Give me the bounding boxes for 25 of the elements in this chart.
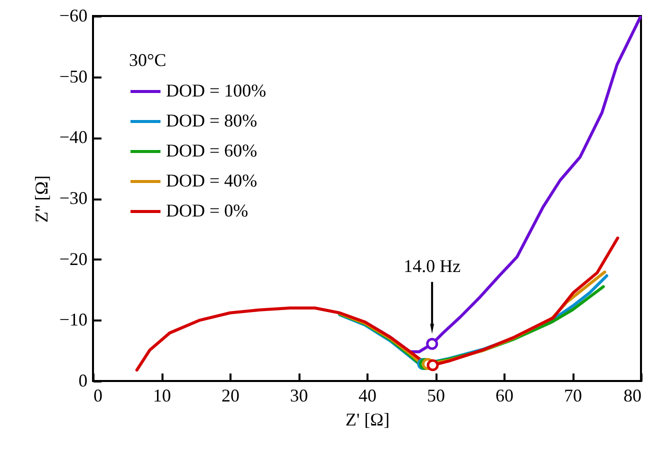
legend-label: DOD = 0% xyxy=(166,200,248,220)
annotation: 14.0 Hz xyxy=(404,256,461,276)
legend-label: DOD = 100% xyxy=(166,80,266,100)
y-tick-label: −60 xyxy=(59,6,88,26)
x-tick-label: 30 xyxy=(290,386,308,406)
legend-label: DOD = 60% xyxy=(166,140,258,160)
legend-title: 30°C xyxy=(129,50,166,70)
x-tick-label: 20 xyxy=(222,386,240,406)
y-tick-label: −10 xyxy=(59,310,88,330)
x-tick-label: 50 xyxy=(427,386,445,406)
y-tick-label: −50 xyxy=(59,66,88,86)
y-tick-label: −20 xyxy=(59,248,88,269)
x-tick-label: 40 xyxy=(358,386,376,406)
legend-label: DOD = 40% xyxy=(166,170,258,190)
y-tick-label: 0 xyxy=(78,370,88,390)
x-tick-label: 0 xyxy=(94,386,102,406)
y-axis-title: Z'' [Ω] xyxy=(31,175,52,223)
x-axis-title: Z' [Ω] xyxy=(345,410,390,430)
legend-label: DOD = 80% xyxy=(166,110,258,130)
y-tick-label: −40 xyxy=(59,127,88,148)
x-tick-label: 80 xyxy=(624,386,642,406)
y-tick-label: −30 xyxy=(59,188,88,208)
x-tick-label: 10 xyxy=(153,386,171,406)
x-tick-label: 70 xyxy=(564,386,582,406)
x-tick-label: 60 xyxy=(496,386,514,406)
